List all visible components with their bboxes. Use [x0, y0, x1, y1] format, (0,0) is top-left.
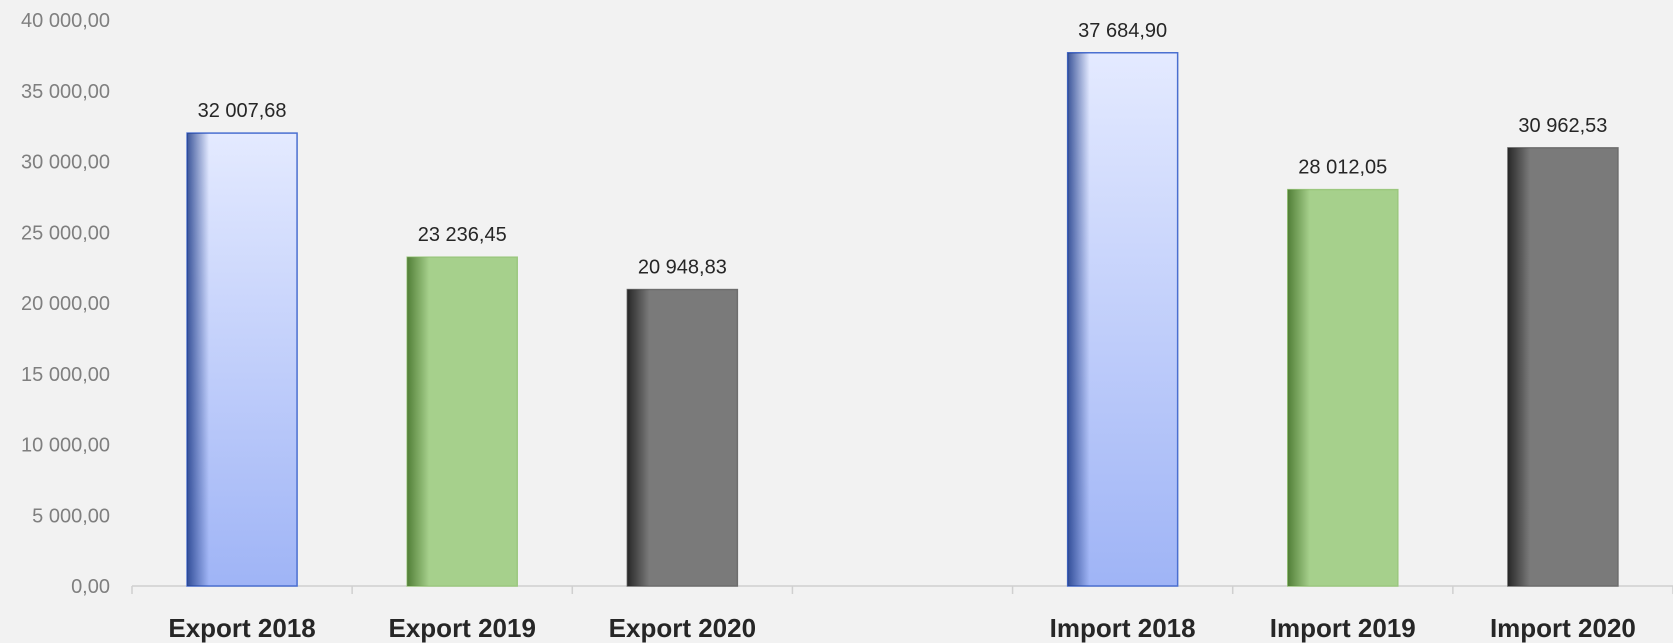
y-tick-label: 30 000,00	[21, 152, 110, 174]
bar-shading	[407, 257, 518, 586]
y-axis: 0,00 5 000,00 10 000,00 15 000,00 20 000,00 2…	[21, 10, 110, 598]
bar	[1507, 147, 1619, 587]
data-label: 28 012,05	[1298, 157, 1387, 179]
y-tick-label: 35 000,00	[21, 81, 110, 103]
bar	[1066, 52, 1179, 587]
data-label: 32 007,68	[198, 100, 287, 122]
x-tick-label: Export 2018	[168, 613, 315, 643]
y-tick-label: 25 000,00	[21, 222, 110, 244]
data-label: 30 962,53	[1518, 115, 1607, 137]
bar-shading	[1287, 189, 1398, 586]
bar	[1287, 188, 1399, 587]
data-label: 20 948,83	[638, 257, 727, 279]
bar	[186, 132, 298, 587]
x-axis: Export 2018 Export 2019 Export 2020 Import …	[131, 585, 1673, 643]
bar-shading	[1067, 52, 1178, 586]
bar-shading	[187, 133, 298, 587]
x-tick-label: Import 2019	[1270, 613, 1416, 643]
data-label: 23 236,45	[418, 224, 507, 246]
x-tick-label: Import 2018	[1050, 613, 1196, 643]
bar	[626, 288, 739, 587]
y-tick-label: 0,00	[71, 576, 110, 598]
bar-shading	[627, 289, 738, 586]
y-tick-label: 5 000,00	[32, 505, 110, 527]
bar-shading	[1507, 147, 1618, 587]
x-tick-label: Import 2020	[1490, 613, 1636, 643]
y-tick-label: 15 000,00	[21, 364, 110, 386]
x-tick-label: Export 2019	[389, 613, 536, 643]
y-tick-label: 20 000,00	[21, 293, 110, 315]
x-tick-label: Export 2020	[609, 613, 756, 643]
bars: 32 007,68 23 236,45 20 948,83 37 684,90 28 0…	[186, 20, 1619, 587]
bar	[406, 256, 518, 587]
y-tick-label: 10 000,00	[21, 435, 110, 457]
data-label: 37 684,90	[1078, 20, 1167, 42]
y-tick-label: 40 000,00	[21, 10, 110, 32]
